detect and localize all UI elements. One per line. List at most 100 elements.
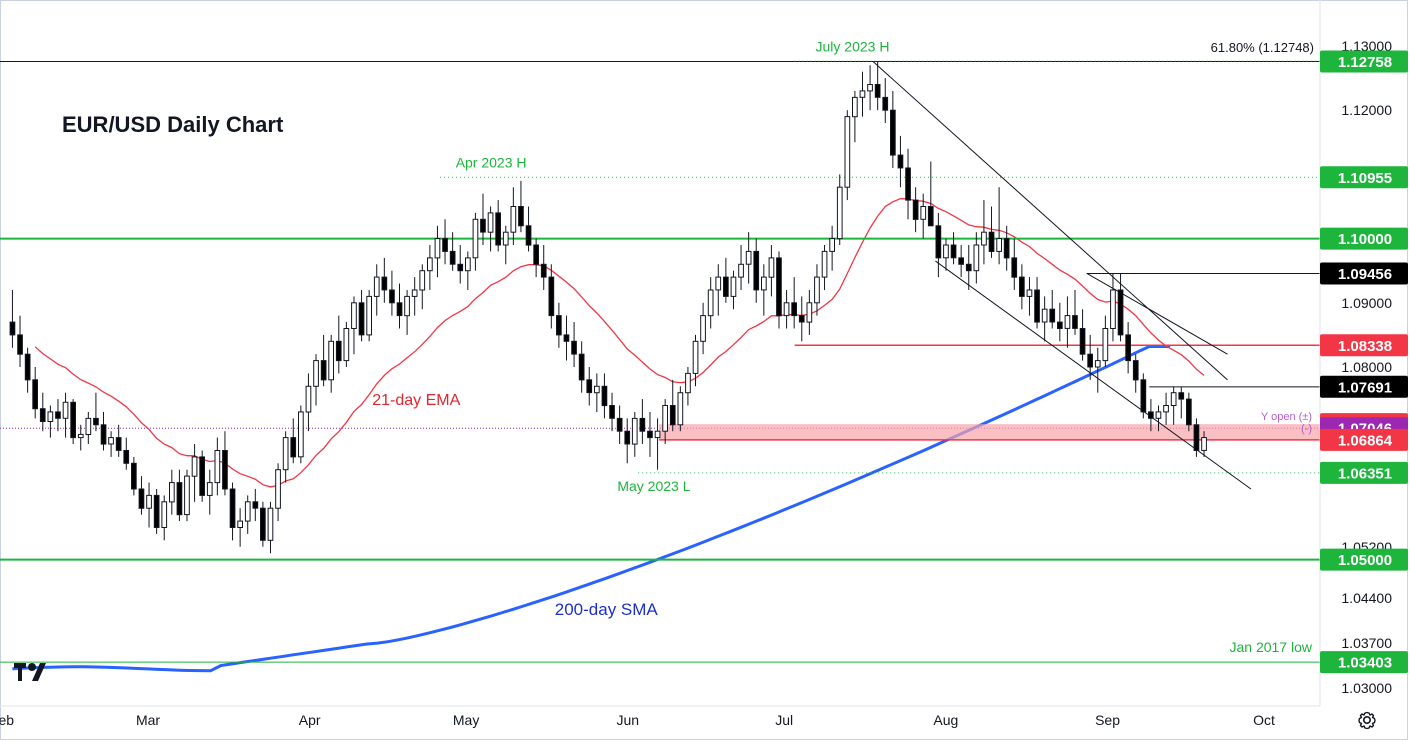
candle-down bbox=[927, 206, 934, 227]
candle-up bbox=[1201, 437, 1207, 451]
price-badge-label: 1.03403 bbox=[1338, 655, 1392, 672]
candle-down bbox=[1193, 424, 1200, 451]
channel-inner-line bbox=[1086, 272, 1228, 355]
candle-down bbox=[624, 430, 631, 445]
candle-down bbox=[70, 401, 77, 439]
time-tick-label: Jun bbox=[616, 712, 639, 728]
candle-down bbox=[1019, 276, 1025, 297]
candle-down bbox=[563, 334, 570, 342]
price-badge-label: 1.08338 bbox=[1338, 338, 1392, 355]
time-axis: Feb Mar Apr May Jun Jul Aug Sep Oct bbox=[0, 705, 1320, 728]
may-low-label: May 2023 L bbox=[617, 478, 690, 494]
fib-618-label: 61.80% (1.12748) bbox=[1211, 40, 1314, 55]
candle-up bbox=[419, 270, 426, 291]
candle-up bbox=[829, 238, 835, 252]
candle-up bbox=[730, 276, 737, 297]
price-badge-bg bbox=[1320, 262, 1408, 285]
candle-up bbox=[654, 430, 661, 439]
candle-down bbox=[601, 385, 608, 407]
candle-up bbox=[1102, 328, 1109, 362]
channel-upper-line bbox=[872, 61, 1228, 381]
candle-down bbox=[571, 340, 577, 355]
candle-up bbox=[191, 456, 198, 477]
price-badge: 1.03403 bbox=[1320, 651, 1408, 674]
candle-up bbox=[411, 289, 418, 297]
candle-down bbox=[9, 321, 16, 336]
candle-down bbox=[525, 225, 532, 246]
price-tick-label: 1.09000 bbox=[1341, 295, 1392, 311]
candle-down bbox=[1117, 289, 1124, 336]
candle-up bbox=[85, 417, 92, 435]
candle-down bbox=[252, 501, 259, 509]
time-tick-label: Feb bbox=[0, 712, 14, 728]
price-badge: 1.05000 bbox=[1320, 548, 1408, 571]
candle-down bbox=[138, 488, 145, 509]
candle-up bbox=[487, 212, 494, 233]
candle-up bbox=[1064, 315, 1071, 329]
settings-gear-icon[interactable] bbox=[1353, 706, 1381, 734]
candle-down bbox=[381, 276, 388, 291]
candle-up bbox=[920, 206, 927, 220]
candle-up bbox=[214, 450, 221, 484]
candle-up bbox=[761, 276, 767, 291]
candle-down bbox=[776, 257, 782, 317]
time-tick-label: Jul bbox=[775, 712, 793, 728]
candle-up bbox=[1110, 289, 1116, 329]
candle-up bbox=[1163, 405, 1169, 413]
candle-down bbox=[39, 408, 46, 423]
candle-up bbox=[981, 231, 987, 246]
candle-down bbox=[131, 462, 137, 490]
candle-up bbox=[305, 385, 312, 413]
candle-down bbox=[1132, 360, 1139, 381]
price-badge-bg bbox=[1320, 227, 1408, 250]
candle-down bbox=[1011, 257, 1018, 278]
ema-label: 21-day EMA bbox=[372, 392, 460, 409]
candle-up bbox=[836, 186, 843, 240]
candle-down bbox=[480, 218, 486, 233]
candle-up bbox=[852, 96, 858, 118]
candle-up bbox=[821, 250, 828, 278]
candle-up bbox=[275, 469, 281, 509]
candle-up bbox=[700, 315, 706, 342]
candle-down bbox=[586, 379, 593, 394]
candle-up bbox=[783, 302, 790, 317]
candle-down bbox=[495, 212, 501, 246]
candle-down bbox=[890, 109, 896, 156]
candle-down bbox=[1072, 315, 1078, 329]
candle-up bbox=[844, 116, 851, 188]
price-badge-label: 1.09456 bbox=[1338, 266, 1392, 283]
candle-up bbox=[1170, 392, 1177, 407]
candle-down bbox=[1049, 308, 1056, 323]
candle-down bbox=[882, 96, 889, 111]
price-badge: 1.06351 bbox=[1320, 461, 1408, 484]
candle-down bbox=[32, 379, 38, 410]
candle-up bbox=[244, 501, 251, 522]
candle-down bbox=[1003, 238, 1010, 259]
candle-up bbox=[313, 360, 319, 387]
candle-down bbox=[389, 289, 395, 304]
candle-down bbox=[548, 276, 555, 317]
candle-down bbox=[115, 437, 122, 451]
candle-down bbox=[1087, 353, 1094, 368]
candle-down bbox=[1186, 398, 1192, 426]
price-badge: 1.06864 bbox=[1320, 428, 1408, 451]
price-tick-label: 1.03000 bbox=[1341, 680, 1392, 696]
candle-down bbox=[320, 360, 327, 381]
price-badge-label: 1.06864 bbox=[1338, 432, 1393, 449]
candle-down bbox=[1034, 289, 1040, 323]
price-axis: 1.130001.120001.090001.080001.052001.044… bbox=[1319, 0, 1408, 706]
candle-down bbox=[222, 450, 228, 490]
candle-down bbox=[753, 250, 760, 291]
candle-down bbox=[358, 302, 365, 336]
price-badge-label: 1.10955 bbox=[1338, 170, 1392, 187]
candle-down bbox=[1057, 321, 1063, 330]
candle-up bbox=[662, 405, 668, 432]
candle-down bbox=[609, 405, 615, 419]
candle-down bbox=[176, 482, 183, 516]
year-open-label: Y open (±) bbox=[1261, 411, 1312, 423]
price-tick-label: 1.04400 bbox=[1341, 590, 1392, 606]
candle-down bbox=[93, 417, 99, 426]
jan-2017-low-label: Jan 2017 low bbox=[1229, 639, 1312, 655]
time-tick-label: Apr bbox=[299, 712, 321, 728]
